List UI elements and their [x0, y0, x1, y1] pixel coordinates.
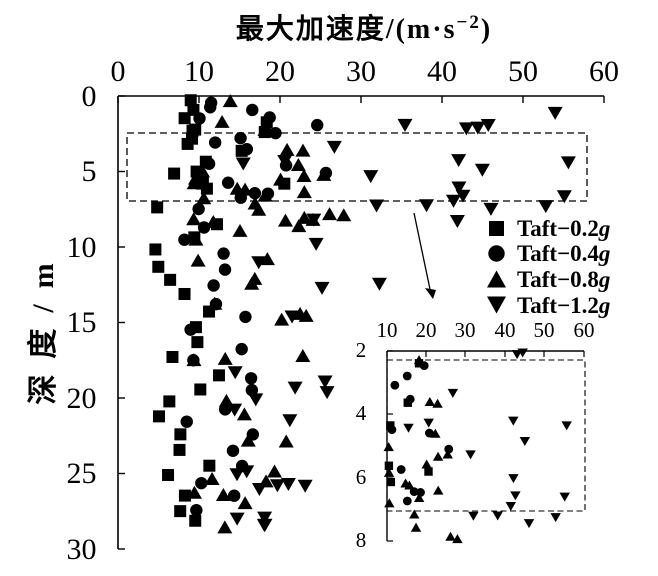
svg-text:最大加速度/(m·s−2): 最大加速度/(m·s−2) — [236, 12, 492, 45]
svg-text:深度/m: 深度/m — [27, 247, 60, 404]
